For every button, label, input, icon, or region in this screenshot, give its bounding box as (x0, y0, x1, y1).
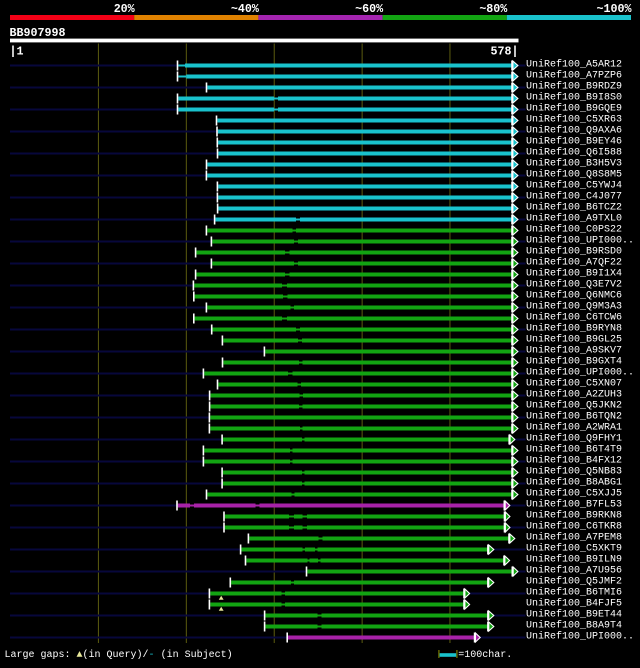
svg-text:~40%: ~40% (231, 2, 259, 16)
svg-text:UniRef100_Q8S8M5: UniRef100_Q8S8M5 (526, 168, 622, 180)
svg-text:UniRef100_B9RKN8: UniRef100_B9RKN8 (526, 509, 622, 521)
svg-text:UniRef100_B6TMI6: UniRef100_B6TMI6 (526, 586, 622, 598)
svg-text:UniRef100_B9GXT4: UniRef100_B9GXT4 (526, 355, 622, 367)
svg-text:UniRef100_C5XR63: UniRef100_C5XR63 (526, 113, 622, 125)
svg-text:UniRef100_B6T4T9: UniRef100_B6T4T9 (526, 443, 622, 455)
svg-text:UniRef100_A9SKV7: UniRef100_A9SKV7 (526, 344, 622, 356)
svg-text:UniRef100_B6TCZ2: UniRef100_B6TCZ2 (526, 201, 622, 213)
svg-text:|1: |1 (10, 45, 24, 59)
svg-text:UniRef100_Q5JKN2: UniRef100_Q5JKN2 (526, 399, 622, 411)
svg-text:UniRef100_B9RYN8: UniRef100_B9RYN8 (526, 322, 622, 334)
svg-text:UniRef100_B3H5V3: UniRef100_B3H5V3 (526, 157, 622, 169)
svg-text:UniRef100_Q9AXA6: UniRef100_Q9AXA6 (526, 124, 622, 136)
svg-text:UniRef100_A5AR12: UniRef100_A5AR12 (526, 58, 622, 70)
svg-text:UniRef100_B4FX12: UniRef100_B4FX12 (526, 454, 622, 466)
svg-text:UniRef100_Q9M3A3: UniRef100_Q9M3A3 (526, 300, 622, 312)
svg-text:UniRef100_B9I8S0: UniRef100_B9I8S0 (526, 91, 622, 103)
svg-text:UniRef100_C6TKR8: UniRef100_C6TKR8 (526, 520, 622, 532)
svg-text:UniRef100_B9RDZ9: UniRef100_B9RDZ9 (526, 80, 622, 92)
svg-text:UniRef100_UPI000..: UniRef100_UPI000.. (526, 630, 634, 642)
svg-text:UniRef100_UPI000..: UniRef100_UPI000.. (526, 366, 634, 378)
svg-text:~80%: ~80% (479, 2, 507, 16)
svg-text:UniRef100_B9EY46: UniRef100_B9EY46 (526, 135, 622, 147)
svg-text:UniRef100_C5XN07: UniRef100_C5XN07 (526, 377, 622, 389)
svg-text:UniRef100_Q3E7V2: UniRef100_Q3E7V2 (526, 278, 622, 290)
svg-text:UniRef100_B8ABG1: UniRef100_B8ABG1 (526, 476, 622, 488)
svg-text:UniRef100_B9ILN9: UniRef100_B9ILN9 (526, 553, 622, 565)
svg-text:20%: 20% (114, 2, 135, 16)
svg-text:UniRef100_C6TCW6: UniRef100_C6TCW6 (526, 311, 622, 323)
svg-text:=100char.: =100char. (458, 649, 512, 661)
svg-text:UniRef100_C5XJJ5: UniRef100_C5XJJ5 (526, 487, 622, 499)
svg-text:UniRef100_B9RSD0: UniRef100_B9RSD0 (526, 245, 622, 257)
svg-text:UniRef100_A7PZP6: UniRef100_A7PZP6 (526, 69, 622, 81)
svg-text:BB907998: BB907998 (10, 26, 66, 40)
svg-text:~100%: ~100% (597, 2, 632, 16)
svg-text:UniRef100_B4FJF5: UniRef100_B4FJF5 (526, 597, 622, 609)
svg-text:UniRef100_B9GL25: UniRef100_B9GL25 (526, 333, 622, 345)
svg-text:UniRef100_Q6NMC6: UniRef100_Q6NMC6 (526, 289, 622, 301)
svg-text:UniRef100_A7QF22: UniRef100_A7QF22 (526, 256, 622, 268)
svg-text:UniRef100_C5XKT9: UniRef100_C5XKT9 (526, 542, 622, 554)
svg-text:UniRef100_A2WRA1: UniRef100_A2WRA1 (526, 421, 622, 433)
svg-text:UniRef100_Q5NB83: UniRef100_Q5NB83 (526, 465, 622, 477)
svg-text:UniRef100_B7FL53: UniRef100_B7FL53 (526, 498, 622, 510)
svg-text:UniRef100_Q5JMF2: UniRef100_Q5JMF2 (526, 575, 622, 587)
svg-text:UniRef100_C4J077: UniRef100_C4J077 (526, 190, 622, 202)
svg-text:UniRef100_C0PS22: UniRef100_C0PS22 (526, 223, 622, 235)
svg-text:578|: 578| (491, 45, 519, 59)
svg-text:UniRef100_B9GQE9: UniRef100_B9GQE9 (526, 102, 622, 114)
svg-text:UniRef100_B8A9T4: UniRef100_B8A9T4 (526, 619, 622, 631)
svg-text:UniRef100_Q6I588: UniRef100_Q6I588 (526, 146, 622, 158)
svg-text:UniRef100_A7U956: UniRef100_A7U956 (526, 564, 622, 576)
svg-text:UniRef100_A9TXL0: UniRef100_A9TXL0 (526, 212, 622, 224)
svg-text:UniRef100_C5YWJ4: UniRef100_C5YWJ4 (526, 179, 622, 191)
svg-text:UniRef100_Q9FHY1: UniRef100_Q9FHY1 (526, 432, 622, 444)
svg-text:UniRef100_A7PEM8: UniRef100_A7PEM8 (526, 531, 622, 543)
svg-text:UniRef100_A2ZUH3: UniRef100_A2ZUH3 (526, 388, 622, 400)
svg-text:UniRef100_UPI000..: UniRef100_UPI000.. (526, 234, 634, 246)
svg-text:UniRef100_B6TQN2: UniRef100_B6TQN2 (526, 410, 622, 422)
svg-text:UniRef100_B9ET44: UniRef100_B9ET44 (526, 608, 622, 620)
svg-text:~60%: ~60% (355, 2, 383, 16)
svg-text:Large gaps: ▲(in Query)/- (in: Large gaps: ▲(in Query)/- (in Subject) (5, 649, 233, 661)
svg-text:UniRef100_B9I1X4: UniRef100_B9I1X4 (526, 267, 622, 279)
